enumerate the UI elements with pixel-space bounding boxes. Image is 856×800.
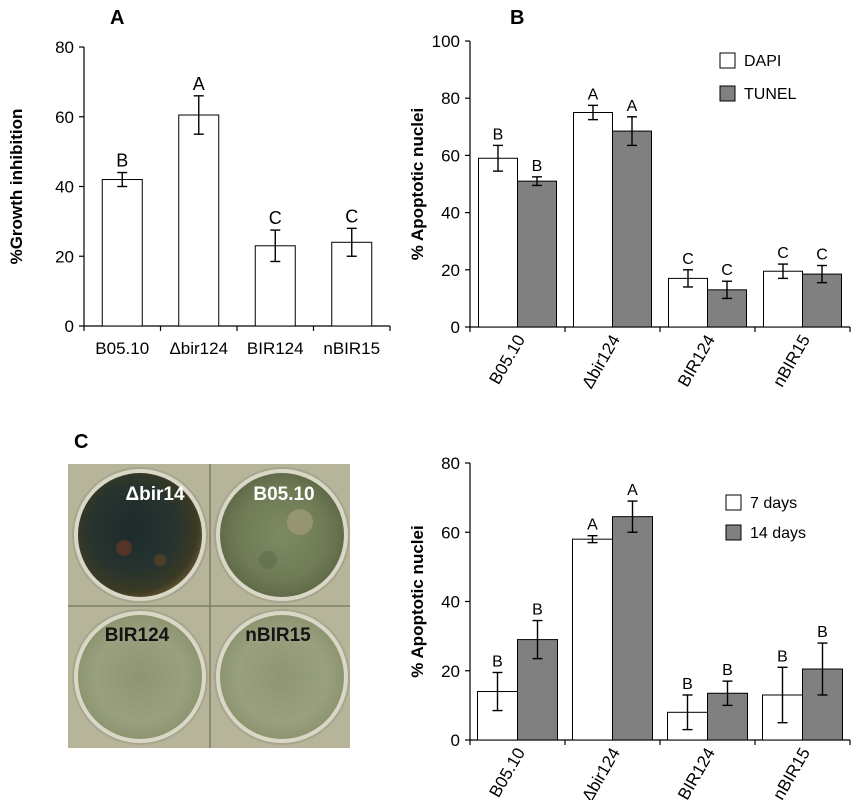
y-tick-label: 60 bbox=[441, 146, 460, 165]
plate-bottom-left: BIR124 bbox=[72, 609, 208, 745]
bar bbox=[612, 130, 652, 328]
plate-bottom-right: nBIR15 bbox=[214, 609, 350, 745]
y-tick-label: 0 bbox=[451, 731, 460, 750]
legend-swatch bbox=[719, 85, 736, 102]
y-tick-label: 80 bbox=[55, 38, 74, 57]
significance-label: A bbox=[587, 517, 598, 534]
legend-swatch bbox=[719, 52, 736, 69]
panel-c: C Δbir14 B05.10 BIR124 bbox=[68, 431, 350, 748]
x-tick-label: nBIR15 bbox=[323, 339, 380, 358]
bar bbox=[517, 180, 557, 328]
significance-label: A bbox=[588, 86, 599, 103]
y-tick-label: 0 bbox=[451, 318, 460, 337]
x-tick-label: BIR124 bbox=[247, 339, 304, 358]
x-tick-label: nBIR15 bbox=[769, 332, 814, 391]
plate-top-left: Δbir14 bbox=[72, 467, 208, 603]
y-axis-title: % Apoptotic nuclei bbox=[408, 108, 427, 260]
x-tick-label: Δbir124 bbox=[578, 332, 624, 392]
panel-b-letter: B bbox=[510, 7, 524, 29]
chart-b: 0 20 40 60 80 100 % Apoptotic nuclei B B B05.10 A A… bbox=[408, 32, 851, 392]
plate-photo: Δbir14 B05.10 BIR124 nBIR15 bbox=[68, 464, 350, 748]
panel-d: 0 20 40 60 80 % Apoptotic nuclei B B B05.10 A A Δbi… bbox=[408, 454, 851, 800]
panel-a-letter: A bbox=[110, 7, 124, 29]
significance-label: C bbox=[682, 251, 694, 268]
chart-d: 0 20 40 60 80 % Apoptotic nuclei B B B05.10 A A Δbi… bbox=[408, 454, 851, 800]
y-axis-title: % Apoptotic nuclei bbox=[408, 525, 427, 677]
panel-a: A 0 20 40 60 80 %Growth inhibition B B05.10 A Δbi… bbox=[7, 7, 391, 358]
y-tick-label: 20 bbox=[55, 247, 74, 266]
bar bbox=[763, 270, 803, 328]
y-tick-label: 60 bbox=[55, 108, 74, 127]
x-tick-label: B05.10 bbox=[486, 332, 529, 388]
significance-label: B bbox=[817, 624, 828, 641]
y-tick-label: 60 bbox=[441, 523, 460, 542]
y-tick-label: 80 bbox=[441, 89, 460, 108]
bar bbox=[707, 692, 748, 741]
y-axis-title: %Growth inhibition bbox=[7, 109, 26, 265]
x-tick-label: Δbir124 bbox=[169, 339, 228, 358]
plate-label-bottom-right: nBIR15 bbox=[245, 625, 311, 646]
significance-label: B bbox=[492, 653, 503, 670]
plate-label-top-right: B05.10 bbox=[253, 484, 314, 505]
significance-label: B bbox=[722, 662, 733, 679]
significance-label: B bbox=[116, 151, 128, 171]
significance-label: C bbox=[345, 206, 358, 226]
significance-label: B bbox=[532, 158, 543, 175]
legend-label: 7 days bbox=[750, 495, 797, 512]
y-tick-label: 40 bbox=[441, 204, 460, 223]
bar bbox=[101, 179, 143, 327]
x-tick-label: nBIR15 bbox=[769, 745, 814, 800]
plate-label-top-left: Δbir14 bbox=[125, 484, 185, 505]
significance-label: B bbox=[493, 126, 504, 143]
legend-swatch bbox=[725, 524, 742, 541]
significance-label: A bbox=[627, 98, 638, 115]
bar bbox=[612, 516, 653, 741]
x-tick-label: B05.10 bbox=[486, 745, 529, 800]
legend-swatch bbox=[725, 494, 742, 511]
y-tick-label: 20 bbox=[441, 662, 460, 681]
y-tick-label: 40 bbox=[55, 178, 74, 197]
x-tick-label: BIR124 bbox=[674, 745, 719, 800]
bar bbox=[478, 157, 518, 328]
legend-label: 14 days bbox=[750, 525, 806, 542]
significance-label: C bbox=[777, 245, 789, 262]
chart-a: 0 20 40 60 80 %Growth inhibition B B05.10 A Δbir1… bbox=[7, 38, 391, 358]
panel-b: B 0 20 40 60 80 100 % Apoptotic nuclei B B B05.10… bbox=[408, 7, 851, 392]
y-tick-label: 20 bbox=[441, 261, 460, 280]
significance-label: C bbox=[816, 247, 828, 264]
y-tick-label: 80 bbox=[441, 454, 460, 473]
significance-label: C bbox=[721, 262, 733, 279]
y-tick-label: 100 bbox=[432, 32, 460, 51]
panel-c-letter: C bbox=[74, 431, 88, 453]
bar bbox=[178, 114, 220, 327]
significance-label: A bbox=[627, 482, 638, 499]
bar bbox=[573, 112, 613, 328]
plate-label-bottom-left: BIR124 bbox=[105, 625, 170, 646]
significance-label: A bbox=[193, 74, 205, 94]
legend-label: DAPI bbox=[744, 53, 781, 70]
x-tick-label: Δbir124 bbox=[578, 745, 624, 800]
significance-label: C bbox=[269, 208, 282, 228]
legend-label: TUNEL bbox=[744, 86, 797, 103]
bar bbox=[572, 538, 613, 741]
y-tick-label: 0 bbox=[65, 317, 74, 336]
significance-label: B bbox=[682, 676, 693, 693]
x-tick-label: B05.10 bbox=[95, 339, 149, 358]
y-tick-label: 40 bbox=[441, 593, 460, 612]
plate-top-right: B05.10 bbox=[214, 467, 350, 603]
x-tick-label: BIR124 bbox=[674, 332, 719, 391]
significance-label: B bbox=[777, 648, 788, 665]
significance-label: B bbox=[532, 602, 543, 619]
